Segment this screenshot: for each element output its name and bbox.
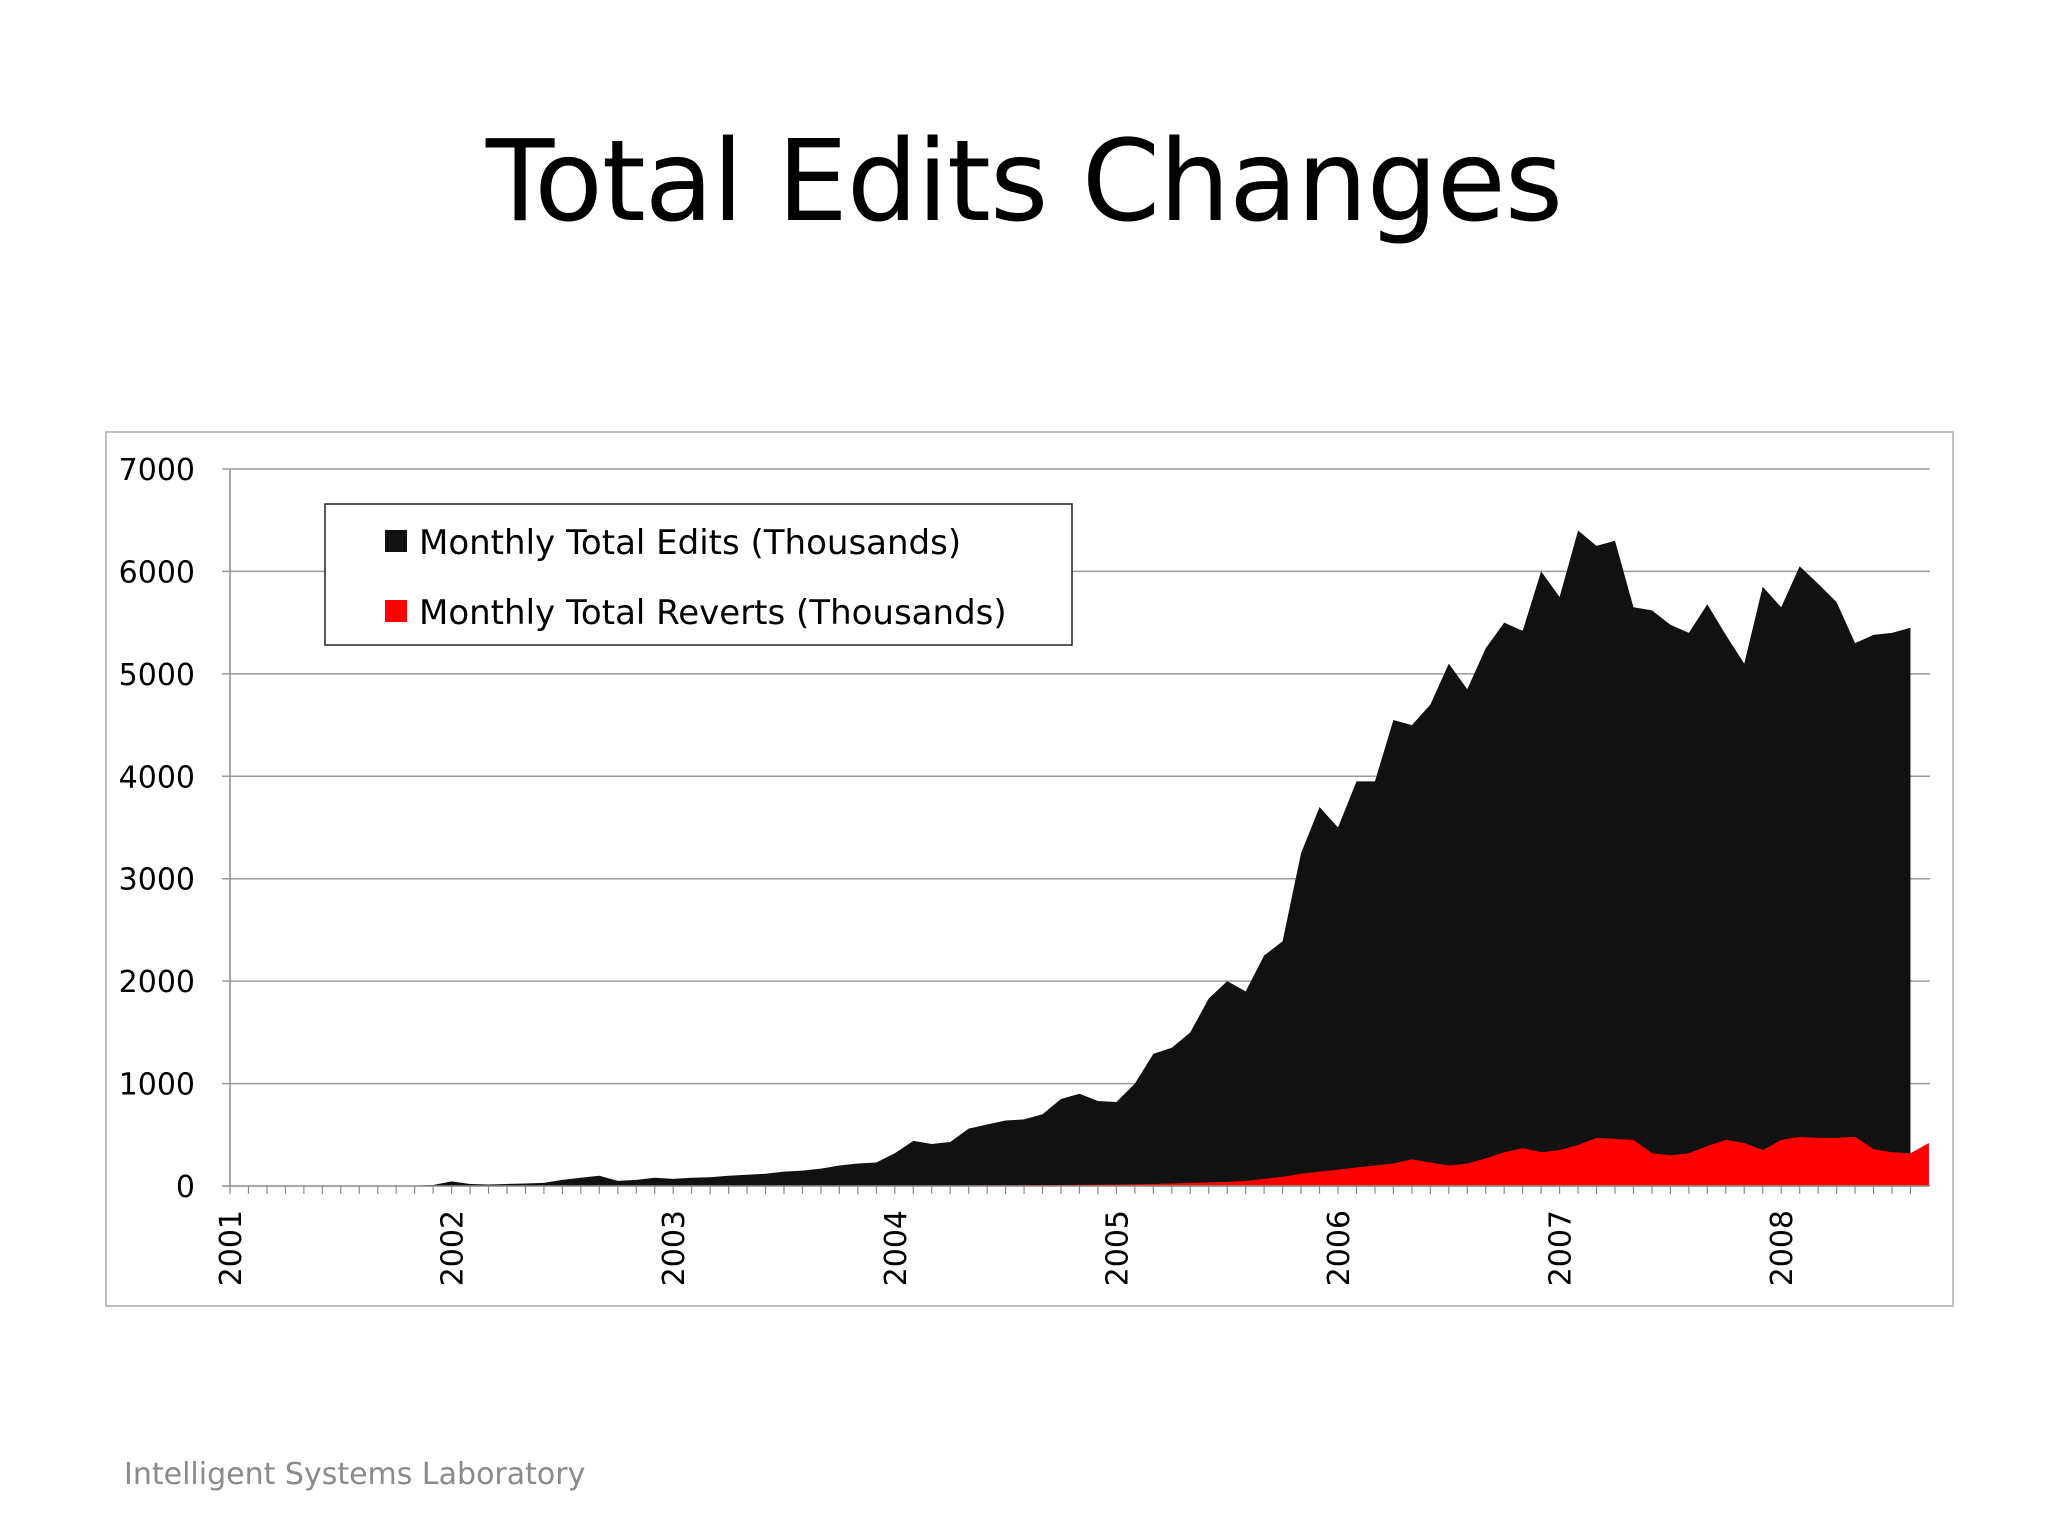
footer-label: Intelligent Systems Laboratory [124, 1457, 586, 1492]
legend-swatch-reverts [385, 600, 407, 622]
x-tick-label-2003: 2003 [657, 1210, 692, 1286]
legend-label-reverts: Monthly Total Reverts (Thousands) [419, 593, 1007, 633]
series-area-edits [230, 530, 1911, 1186]
y-tick-label-5000: 5000 [119, 658, 195, 693]
x-tick-label-2008: 2008 [1765, 1210, 1800, 1286]
y-tick-label-2000: 2000 [119, 965, 195, 1000]
y-tick-label-6000: 6000 [119, 555, 195, 590]
y-tick-label-7000: 7000 [119, 453, 195, 488]
area-chart: 0 1000 2000 3000 4000 5000 6000 7000 2001 2002 200… [119, 453, 1930, 1286]
x-tick-label-2006: 2006 [1322, 1210, 1357, 1286]
series-area-reverts [230, 1136, 1929, 1186]
x-tick-label-2007: 2007 [1544, 1210, 1579, 1286]
x-tick-label-2004: 2004 [879, 1210, 914, 1286]
legend: Monthly Total Edits (Thousands) Monthly T… [324, 503, 1073, 646]
legend-label-edits: Monthly Total Edits (Thousands) [419, 523, 961, 563]
y-tick-label-4000: 4000 [119, 760, 195, 795]
y-tick-label-0: 0 [176, 1170, 195, 1205]
y-tick-label-1000: 1000 [119, 1068, 195, 1103]
legend-box [324, 503, 1073, 646]
slide-title: Total Edits Changes [485, 117, 1563, 247]
x-tick-label-2002: 2002 [436, 1210, 471, 1286]
series-areas [230, 530, 1929, 1186]
chart-frame: 0 1000 2000 3000 4000 5000 6000 7000 2001 2002 200… [105, 431, 1954, 1307]
x-tick-label-2005: 2005 [1100, 1210, 1135, 1286]
legend-swatch-edits [385, 530, 407, 552]
y-tick-label-3000: 3000 [119, 863, 195, 898]
axes: 0 1000 2000 3000 4000 5000 6000 7000 2001 2002 200… [119, 453, 1930, 1286]
x-tick-label-2001: 2001 [214, 1210, 249, 1286]
